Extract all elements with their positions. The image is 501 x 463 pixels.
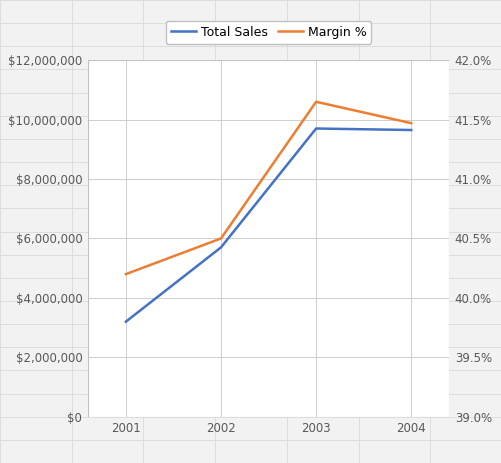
Margin %: [217, 236, 223, 241]
Line: Margin %: Margin %: [126, 102, 410, 274]
Total Sales: [123, 319, 129, 325]
Total Sales: [217, 244, 223, 250]
Legend: Total Sales, Margin %: Total Sales, Margin %: [165, 21, 371, 44]
Bar: [88, 60, 448, 417]
Margin %: [313, 99, 319, 105]
Margin %: [407, 120, 413, 126]
Total Sales: [407, 127, 413, 133]
Line: Total Sales: Total Sales: [126, 129, 410, 322]
Total Sales: [313, 126, 319, 131]
Margin %: [123, 271, 129, 277]
